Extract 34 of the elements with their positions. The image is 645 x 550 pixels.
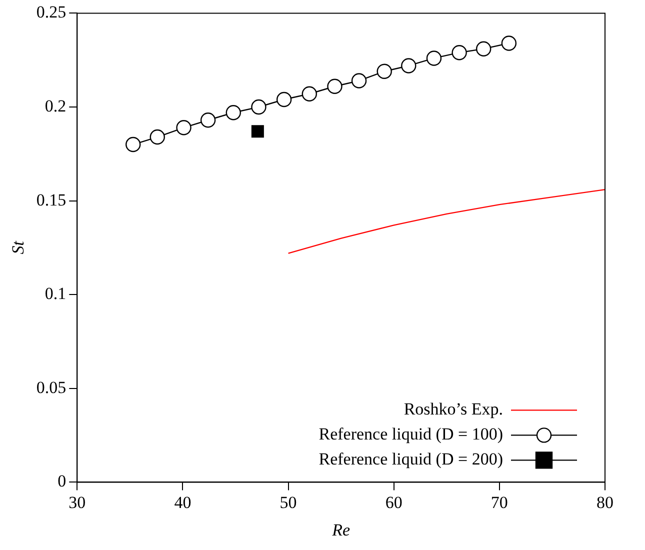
y-axis-title: St (8, 240, 28, 254)
point (251, 125, 264, 138)
point (200, 112, 216, 128)
y-tick-label: 0.1 (44, 284, 66, 304)
y-tick-label: 0.05 (36, 378, 66, 397)
y-tick-label: 0.15 (36, 190, 66, 210)
x-axis-title: Re (331, 520, 350, 540)
point (452, 44, 467, 60)
legend-label: Roshko’s Exp. (404, 400, 503, 419)
y-tick-label: 0.2 (44, 96, 66, 116)
point (226, 105, 241, 120)
point (176, 120, 192, 136)
y-tick-label: 0.25 (36, 2, 66, 22)
point (401, 58, 416, 74)
x-tick-label: 40 (174, 492, 192, 512)
x-tick-label: 70 (490, 492, 508, 512)
point (150, 129, 165, 145)
point (351, 73, 367, 88)
point (327, 78, 342, 94)
point (501, 36, 517, 51)
x-tick-label: 30 (68, 492, 86, 512)
x-tick-label: 80 (596, 492, 614, 512)
y-tick-label: 0 (58, 472, 66, 491)
point (126, 136, 141, 152)
point (476, 41, 492, 56)
legend-label: Reference liquid (D = 200) (318, 450, 503, 469)
point (251, 99, 266, 115)
x-tick-label: 50 (280, 492, 297, 512)
legend-label: Reference liquid (D = 100) (318, 424, 503, 444)
point (302, 86, 318, 102)
point (376, 64, 392, 79)
x-tick-label: 60 (385, 492, 402, 512)
point (276, 92, 292, 108)
point (426, 50, 442, 66)
